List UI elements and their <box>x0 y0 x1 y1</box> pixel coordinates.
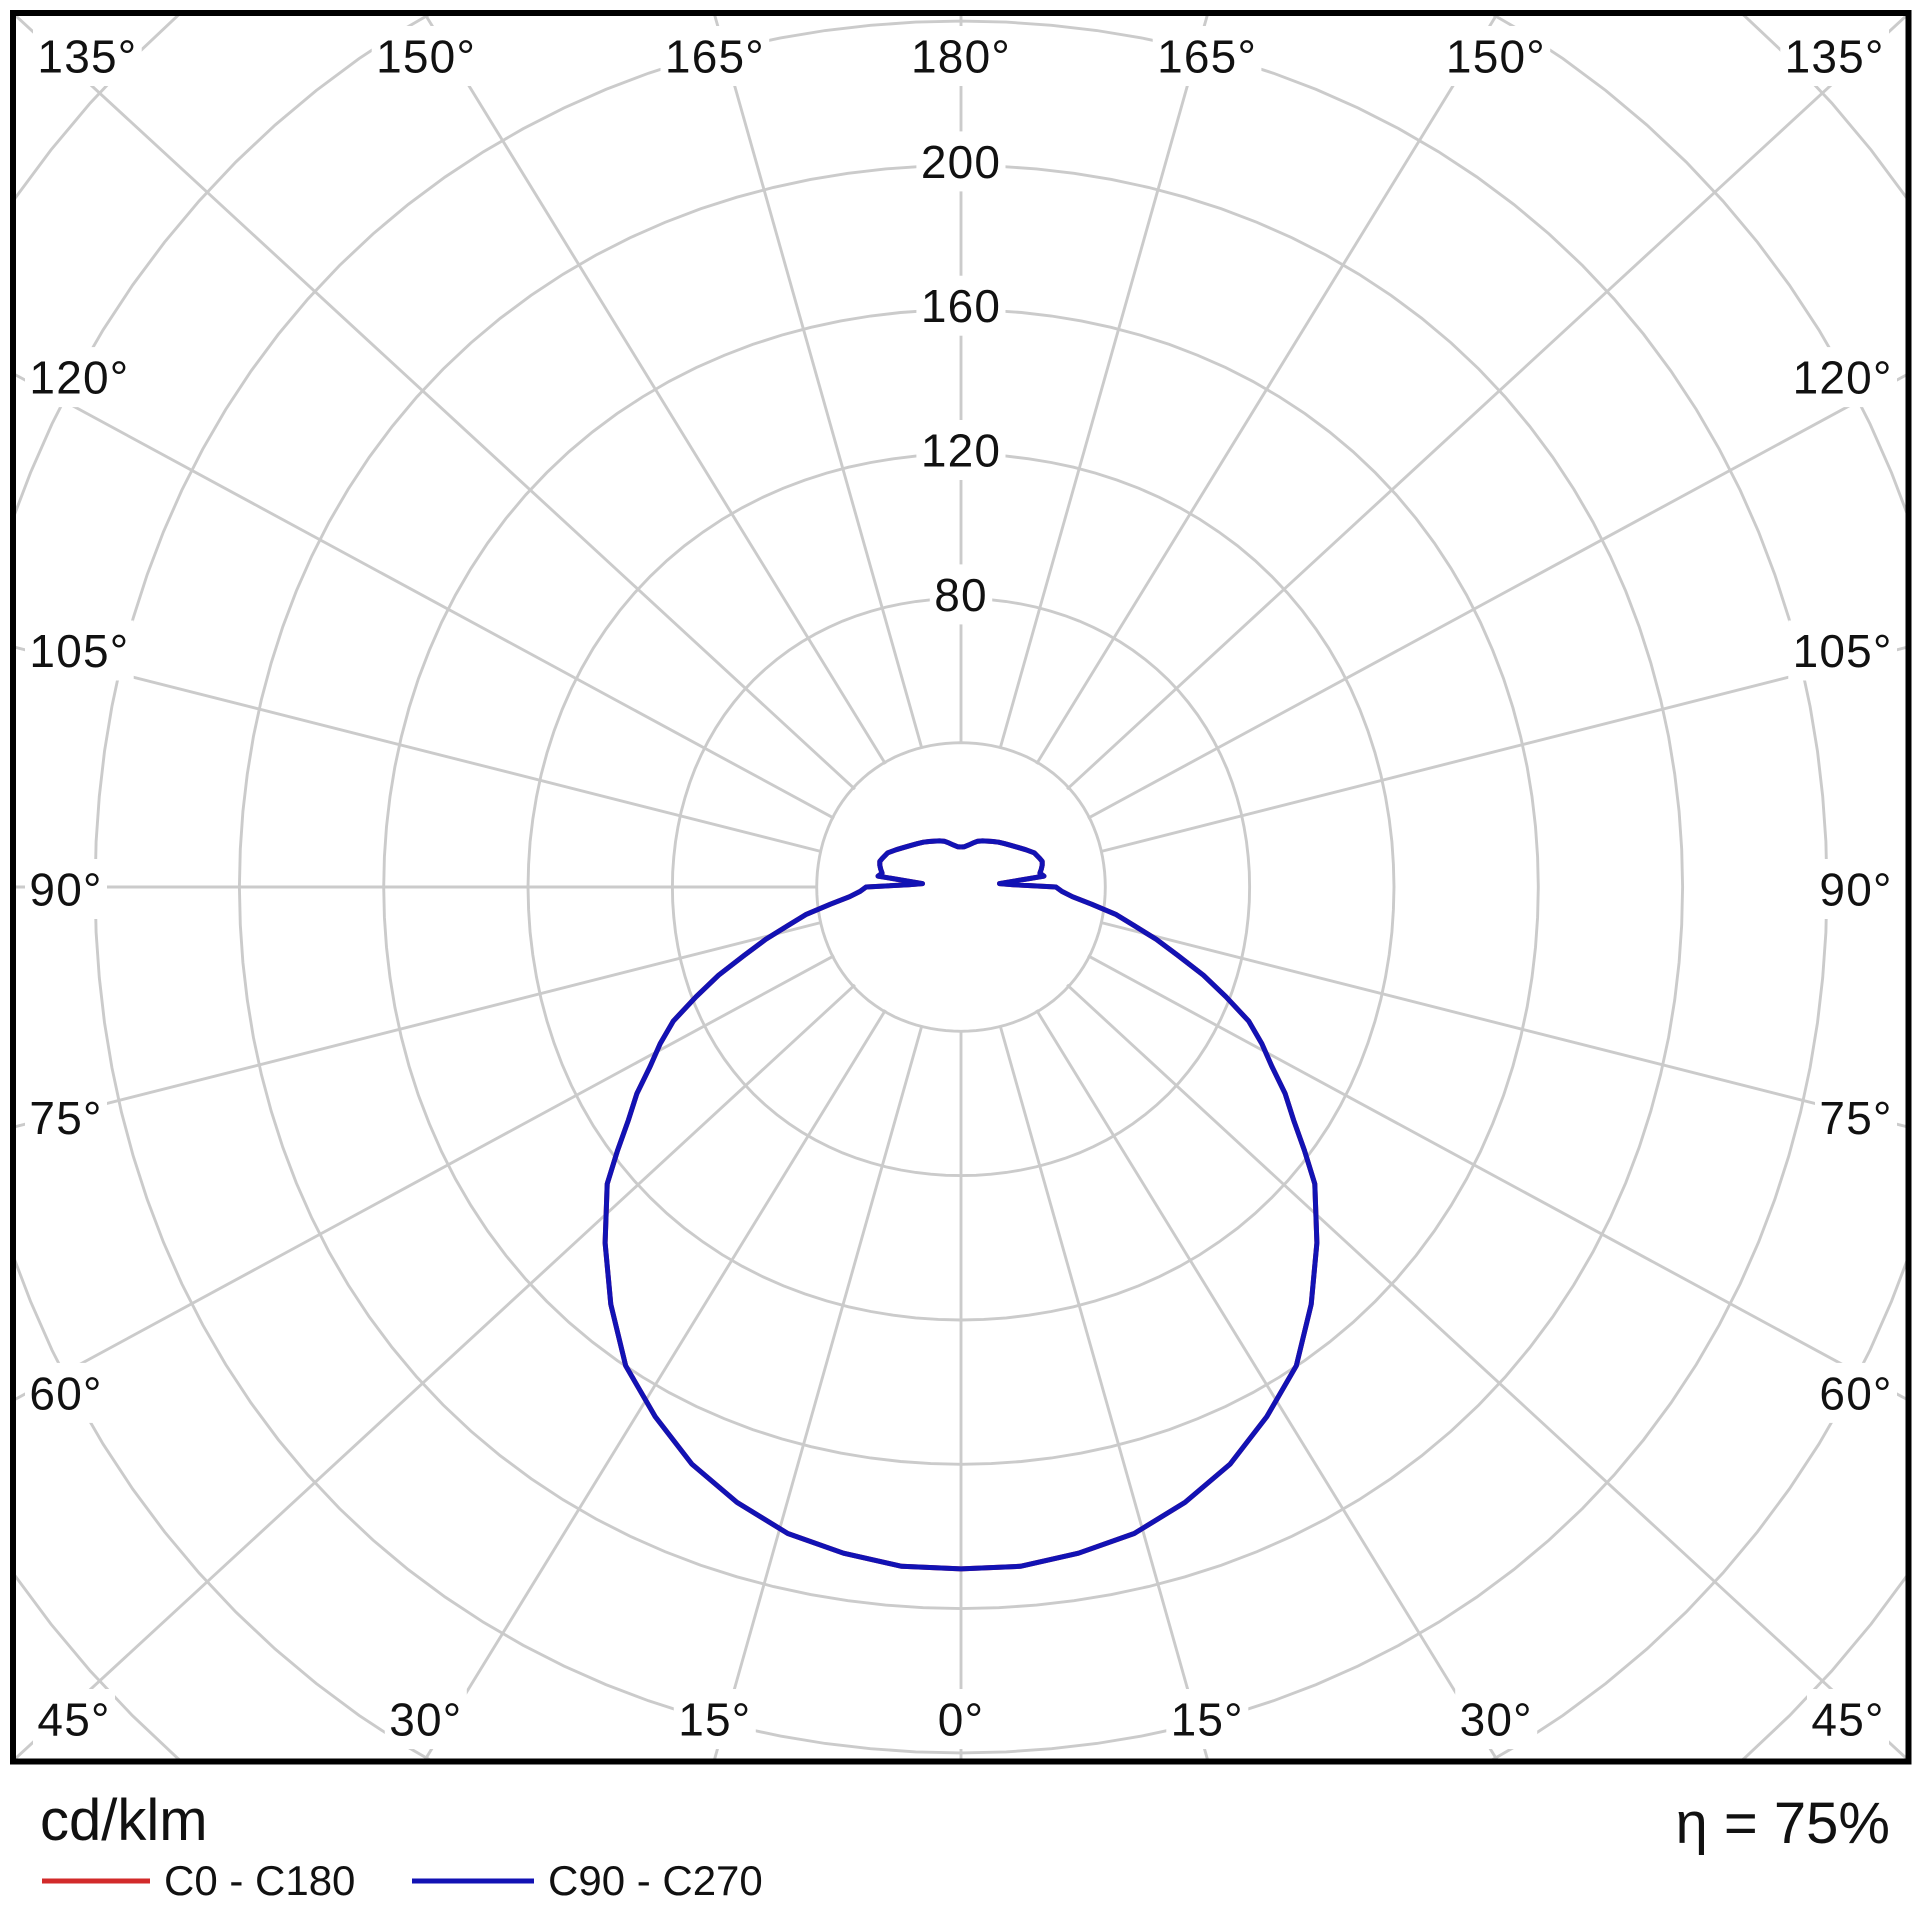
svg-text:15°: 15° <box>678 1693 751 1745</box>
svg-text:45°: 45° <box>1811 1693 1884 1745</box>
svg-text:135°: 135° <box>1785 30 1885 82</box>
svg-text:0°: 0° <box>938 1693 984 1745</box>
svg-text:C0 - C180: C0 - C180 <box>164 1857 355 1904</box>
svg-text:180°: 180° <box>911 30 1011 82</box>
svg-text:165°: 165° <box>665 30 765 82</box>
svg-text:105°: 105° <box>1793 625 1893 677</box>
svg-text:15°: 15° <box>1171 1693 1244 1745</box>
svg-text:75°: 75° <box>1819 1092 1892 1144</box>
svg-text:120°: 120° <box>1793 352 1893 404</box>
svg-text:120: 120 <box>921 425 1001 477</box>
svg-text:30°: 30° <box>1460 1693 1533 1745</box>
svg-text:160: 160 <box>921 280 1001 332</box>
svg-text:75°: 75° <box>29 1092 102 1144</box>
svg-text:C90 - C270: C90 - C270 <box>548 1857 763 1904</box>
svg-text:cd/klm: cd/klm <box>40 1788 208 1853</box>
svg-text:30°: 30° <box>389 1693 462 1745</box>
svg-text:90°: 90° <box>29 863 102 915</box>
svg-text:150°: 150° <box>376 30 476 82</box>
svg-text:120°: 120° <box>29 352 129 404</box>
svg-text:135°: 135° <box>37 30 137 82</box>
svg-text:60°: 60° <box>29 1367 102 1419</box>
svg-text:90°: 90° <box>1819 863 1892 915</box>
svg-text:80: 80 <box>934 569 988 621</box>
svg-text:η = 75%: η = 75% <box>1676 1791 1890 1856</box>
svg-text:150°: 150° <box>1446 30 1546 82</box>
svg-text:165°: 165° <box>1157 30 1257 82</box>
svg-text:105°: 105° <box>29 625 129 677</box>
svg-text:200: 200 <box>921 136 1001 188</box>
svg-text:60°: 60° <box>1819 1367 1892 1419</box>
svg-text:45°: 45° <box>37 1693 110 1745</box>
